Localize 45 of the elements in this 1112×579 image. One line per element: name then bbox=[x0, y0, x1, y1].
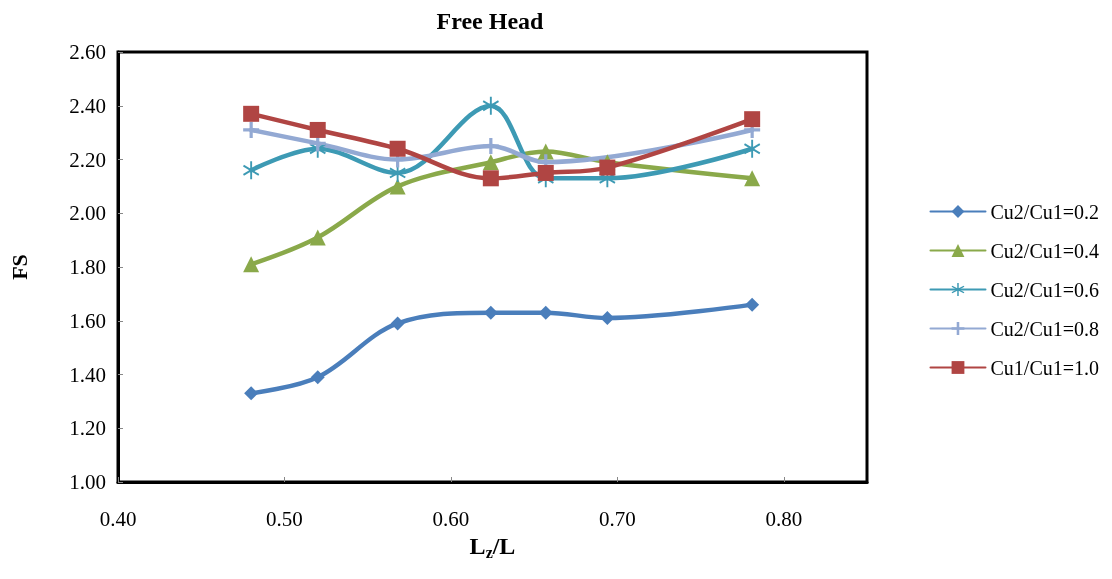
y-axis-title: FS bbox=[6, 254, 32, 280]
chart-title: Free Head bbox=[436, 8, 545, 34]
legend-label: Cu2/Cu1=0.4 bbox=[990, 239, 1099, 262]
point bbox=[390, 316, 405, 331]
point bbox=[310, 370, 325, 385]
point bbox=[744, 170, 761, 187]
point bbox=[243, 121, 260, 138]
legend-label: Cu1/Cu1=1.0 bbox=[990, 356, 1099, 379]
legend-label: Cu2/Cu1=0.6 bbox=[990, 278, 1099, 301]
point bbox=[537, 164, 554, 181]
point bbox=[309, 229, 326, 246]
point bbox=[599, 159, 616, 176]
point bbox=[482, 154, 499, 171]
x-tick-label: 0.60 bbox=[432, 506, 470, 531]
point bbox=[600, 311, 615, 326]
point bbox=[482, 96, 499, 115]
point bbox=[538, 305, 553, 320]
x-tick-label: 0.40 bbox=[99, 506, 137, 531]
point bbox=[744, 139, 761, 158]
y-tick-label: 1.00 bbox=[69, 470, 106, 494]
point bbox=[244, 386, 259, 401]
y-tick-label: 2.00 bbox=[69, 201, 106, 226]
point bbox=[483, 305, 498, 320]
y-tick-label: 1.60 bbox=[69, 308, 106, 333]
legend-label: Cu2/Cu1=0.8 bbox=[990, 317, 1099, 340]
point bbox=[243, 105, 260, 122]
point bbox=[389, 140, 406, 157]
point bbox=[389, 178, 406, 195]
point bbox=[482, 138, 499, 155]
x-tick-label: 0.50 bbox=[266, 506, 303, 531]
y-tick-label: 2.60 bbox=[69, 40, 106, 64]
y-tick-label: 1.40 bbox=[69, 362, 106, 387]
y-tick-label: 1.80 bbox=[69, 255, 106, 279]
point bbox=[243, 161, 260, 180]
x-tick-label: 0.80 bbox=[765, 506, 803, 531]
y-tick-label: 1.20 bbox=[69, 416, 106, 441]
point bbox=[309, 121, 326, 138]
y-tick-label: 2.40 bbox=[69, 93, 106, 118]
legend-label: Cu2/Cu1=0.2 bbox=[990, 200, 1099, 223]
point bbox=[744, 111, 761, 128]
point bbox=[482, 170, 499, 187]
point bbox=[243, 256, 260, 273]
y-tick-label: 2.20 bbox=[69, 147, 106, 172]
point bbox=[745, 297, 760, 312]
x-tick-label: 0.70 bbox=[598, 506, 636, 531]
